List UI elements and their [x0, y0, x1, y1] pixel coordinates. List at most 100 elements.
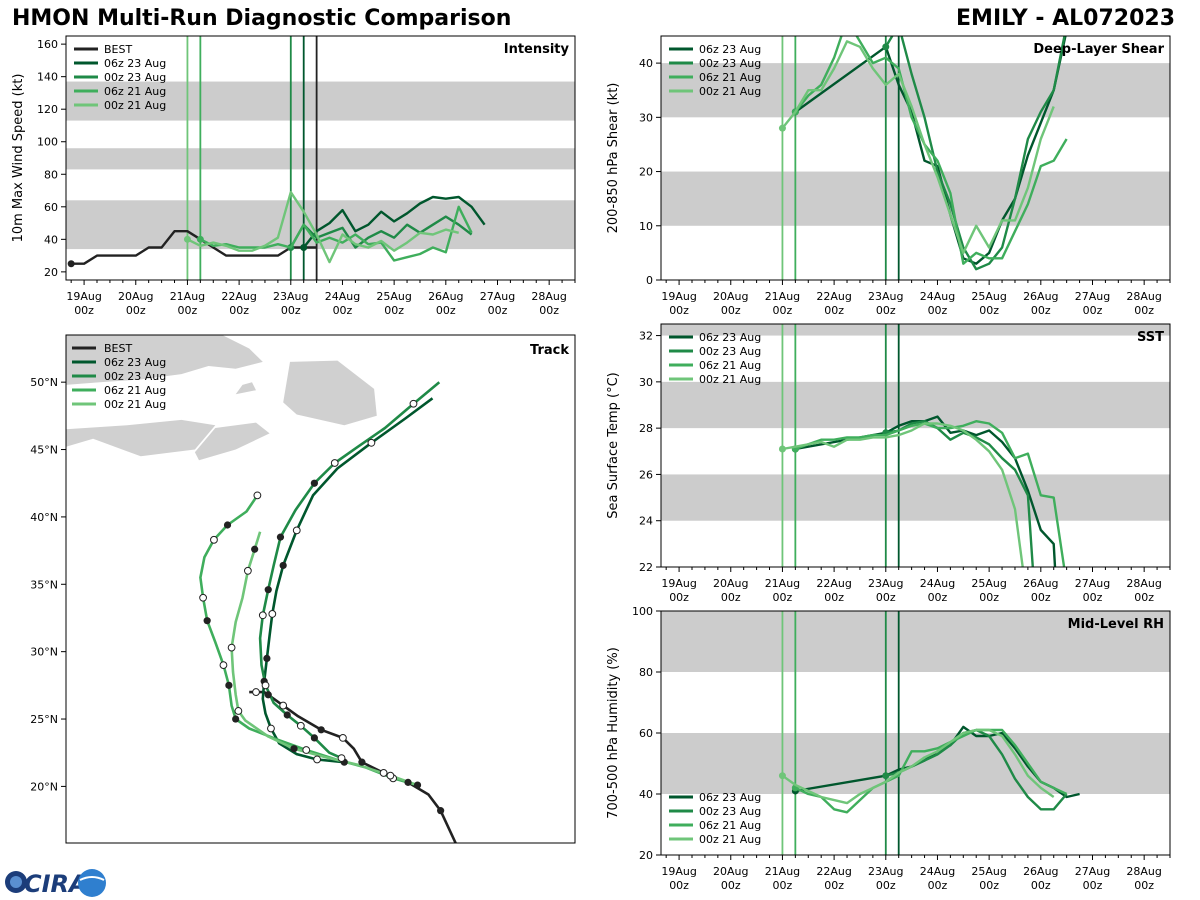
x-tick-label: 25Aug [971, 577, 1006, 590]
y-tick-label: 80 [44, 168, 58, 181]
track-point-open [313, 755, 322, 764]
x-tick-label: 28Aug [1126, 290, 1161, 303]
x-tick-label: 00z [721, 304, 741, 317]
y-tick-label: 20 [639, 166, 653, 179]
track-point-open [234, 707, 243, 715]
x-tick-label: 25Aug [971, 865, 1006, 878]
x-tick-label: 24Aug [920, 865, 955, 878]
x-tick-label: 23Aug [868, 577, 903, 590]
x-tick-label: 00z [876, 879, 896, 892]
chart-shear: 01020304019Aug00z20Aug00z21Aug00z22Aug00… [606, 35, 1171, 317]
track-point-filled [263, 654, 271, 662]
track-point-open [379, 769, 388, 777]
track-point-filled [203, 617, 211, 625]
track-point-filled [310, 479, 318, 487]
series-line-00z-21-aug [782, 422, 1024, 567]
x-tick-label: 23Aug [868, 290, 903, 303]
track-point-open [337, 754, 346, 763]
legend-label: 00z 21 Aug [699, 833, 761, 846]
x-tick-label: 00z [1031, 304, 1051, 317]
x-tick-label: 00z [539, 304, 559, 317]
x-tick-label: 00z [281, 304, 301, 317]
track-point-filled [251, 545, 259, 553]
x-tick-label: 27Aug [480, 290, 515, 303]
lat-tick-label: 45°N [30, 444, 58, 457]
x-tick-label: 00z [876, 304, 896, 317]
y-axis-label: 200-850 hPa Shear (kt) [606, 83, 621, 234]
x-tick-label: 00z [1134, 591, 1154, 604]
track-point-open [261, 681, 270, 690]
track-point-open [302, 746, 311, 754]
shade-band [661, 324, 1170, 336]
x-tick-label: 24Aug [920, 577, 955, 590]
series-line-06z-21-aug [794, 728, 1068, 814]
track-point-filled [276, 533, 285, 541]
series-start-point [183, 235, 191, 243]
x-tick-label: 21Aug [170, 290, 205, 303]
track-point-open [268, 610, 277, 618]
chart-track: 20°N25°N30°N35°N40°N45°N50°NTrackBEST06z… [30, 334, 576, 844]
series-start-point [882, 772, 890, 780]
y-tick-label: 100 [37, 136, 58, 149]
x-tick-label: 00z [669, 304, 689, 317]
series-start-point [196, 235, 204, 243]
legend-label: 06z 21 Aug [699, 819, 761, 832]
series-line-06z-23-aug [795, 415, 1057, 567]
x-tick-label: 00z [178, 304, 198, 317]
x-tick-label: 22Aug [816, 290, 851, 303]
series-line-00z-21-aug [781, 728, 1055, 805]
y-tick-label: 24 [639, 515, 653, 528]
track-point-open [267, 724, 275, 733]
shade-band [661, 474, 1170, 521]
x-tick-label: 27Aug [1075, 577, 1110, 590]
series-line-best [71, 229, 317, 265]
track-point-open [279, 701, 288, 710]
shade-band [66, 81, 575, 121]
legend-label: 00z 21 Aug [699, 85, 761, 98]
x-tick-label: 00z [979, 591, 999, 604]
x-tick-label: 20Aug [713, 577, 748, 590]
x-tick-label: 23Aug [868, 865, 903, 878]
logo-globe-inner-icon [10, 876, 22, 888]
legend-label: 06z 23 Aug [104, 57, 166, 70]
plot-frame [660, 35, 1171, 281]
x-tick-label: 24Aug [920, 290, 955, 303]
lat-tick-label: 20°N [30, 780, 58, 793]
x-tick-label: 00z [333, 304, 353, 317]
x-tick-label: 23Aug [273, 290, 308, 303]
x-tick-label: 27Aug [1075, 290, 1110, 303]
legend-label: 06z 21 Aug [699, 359, 761, 372]
lat-tick-label: 30°N [30, 646, 58, 659]
series-line-00z-23-aug [289, 215, 473, 249]
series-start-point [882, 43, 890, 51]
y-tick-label: 10 [639, 220, 653, 233]
land-newfoundland [283, 360, 377, 426]
x-tick-label: 22Aug [816, 577, 851, 590]
series-start-point [778, 772, 786, 780]
y-tick-label: 40 [639, 57, 653, 70]
x-tick-label: 00z [824, 304, 844, 317]
series-line-00z-23-aug [884, 36, 1066, 271]
series-start-point [300, 243, 308, 251]
x-tick-label: 19Aug [661, 290, 696, 303]
x-tick-label: 00z [669, 591, 689, 604]
track-point-filled [232, 715, 240, 723]
x-tick-label: 20Aug [118, 290, 153, 303]
x-tick-label: 19Aug [661, 577, 696, 590]
x-tick-label: 26Aug [1023, 577, 1058, 590]
x-tick-label: 28Aug [1126, 865, 1161, 878]
track-point-filled [310, 734, 318, 742]
track-point-filled [225, 681, 233, 689]
y-tick-label: 60 [639, 727, 653, 740]
x-tick-label: 00z [1083, 591, 1103, 604]
y-tick-label: 32 [639, 330, 653, 343]
x-tick-label: 26Aug [1023, 290, 1058, 303]
track-line-06z-23-aug [261, 397, 434, 764]
chart-title: Track [530, 343, 569, 358]
y-tick-label: 30 [639, 376, 653, 389]
logo-text: CIRA [24, 870, 88, 898]
chart-title: SST [1137, 330, 1164, 345]
plot-area-intensity [66, 36, 575, 280]
y-axis-label: 700-500 hPa Humidity (%) [606, 647, 621, 819]
chart-intensity: 2040608010012014016019Aug00z20Aug00z21Au… [11, 35, 576, 317]
